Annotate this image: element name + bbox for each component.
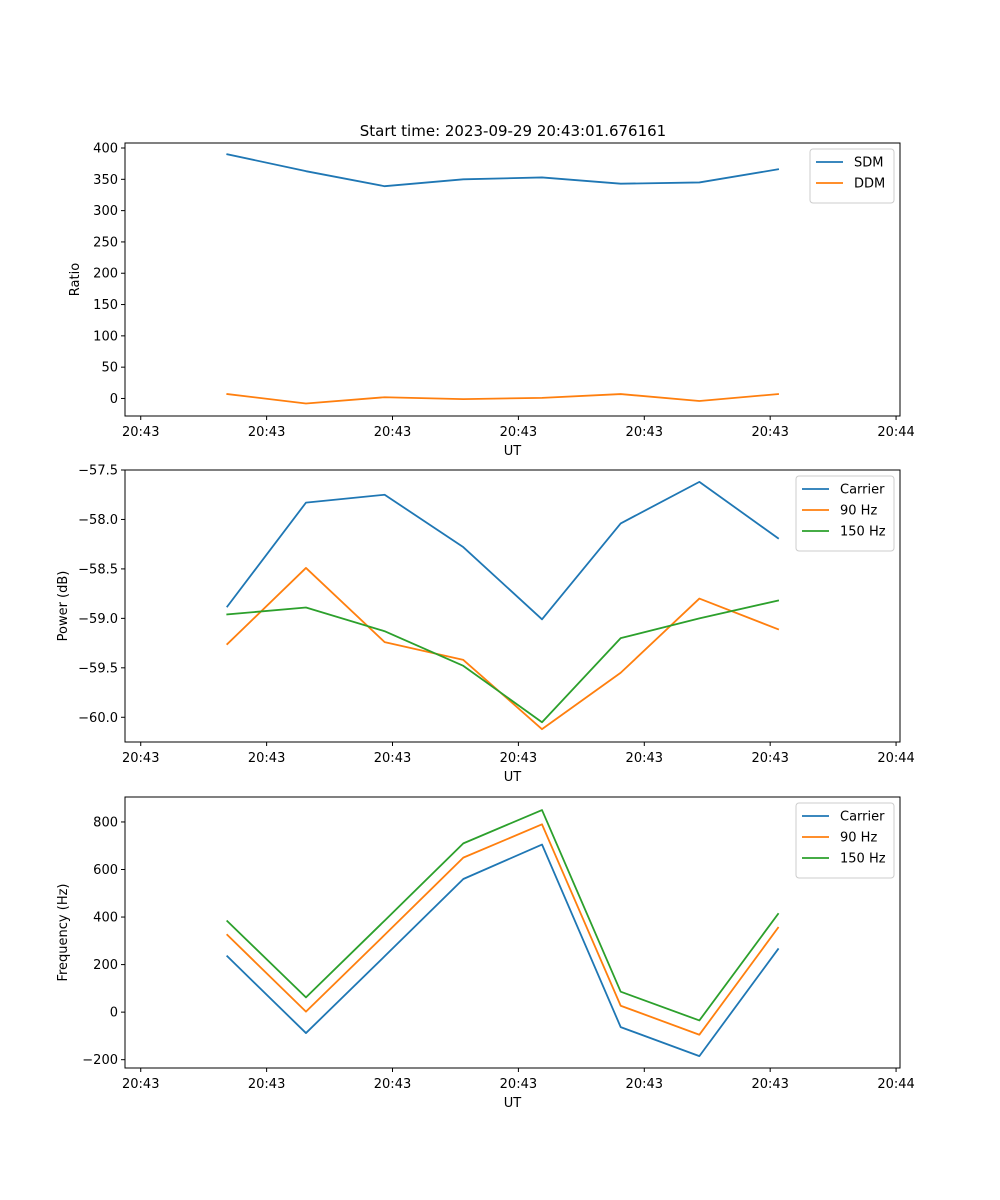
legend-label-carrier: Carrier	[840, 810, 885, 825]
legend-label-ddm: DDM	[854, 177, 885, 192]
legend-label-150-hz: 150 Hz	[840, 852, 886, 867]
y-tick-label: 800	[93, 815, 118, 830]
x-tick-label: 20:44	[877, 751, 914, 766]
y-tick-label: 350	[93, 173, 118, 188]
ratio-legend: SDM DDM	[809, 148, 895, 204]
series-line-carrier	[226, 480, 780, 621]
x-tick-label: 20:43	[751, 425, 788, 440]
legend-label-90-hz: 90 Hz	[840, 504, 877, 519]
x-tick-label: 20:43	[500, 425, 537, 440]
y-tick-label: 150	[93, 298, 118, 313]
x-tick-label: 20:43	[500, 1077, 537, 1092]
power-axes-frame	[124, 469, 901, 743]
y-tick-label: 100	[93, 329, 118, 344]
x-tick-label: 20:43	[626, 751, 663, 766]
x-tick-label: 20:43	[374, 425, 411, 440]
y-tick-label: 50	[101, 361, 118, 376]
x-tick-label: 20:43	[751, 751, 788, 766]
series-line-90-hz	[226, 567, 780, 731]
frequency-axes-frame	[124, 796, 901, 1069]
legend-frame	[795, 475, 895, 552]
x-axis-label: UT	[504, 444, 522, 459]
y-tick-label: 0	[110, 392, 118, 407]
legend-label-sdm: SDM	[854, 156, 883, 171]
y-axis-label: Ratio	[68, 263, 83, 296]
y-tick-label: 300	[93, 204, 118, 219]
legend-frame	[795, 802, 895, 879]
series-line-carrier	[226, 843, 780, 1058]
power-legend: Carrier 90 Hz 150 Hz	[795, 475, 895, 552]
x-axis-label: UT	[504, 770, 522, 785]
x-tick-label: 20:43	[626, 425, 663, 440]
y-tick-label: 250	[93, 235, 118, 250]
series-line-ddm	[226, 393, 780, 405]
y-tick-label: 400	[93, 911, 118, 926]
series-line-150-hz	[226, 809, 780, 1022]
frequency-subplot: −200 0 200 400 600 800 20:43 20:43 20:43 20:43 20:…	[56, 796, 915, 1111]
x-tick-label: 20:43	[122, 425, 159, 440]
legend-label-carrier: Carrier	[840, 483, 885, 498]
x-tick-label: 20:43	[626, 1077, 663, 1092]
y-tick-label: 600	[93, 863, 118, 878]
series-line-sdm	[226, 153, 780, 188]
legend-label-90-hz: 90 Hz	[840, 831, 877, 846]
series-line-90-hz	[226, 823, 780, 1036]
y-tick-label: −58.5	[78, 562, 118, 577]
x-tick-label: 20:44	[877, 425, 914, 440]
figure-title: Start time: 2023-09-29 20:43:01.676161	[360, 122, 666, 140]
x-axis-label: UT	[504, 1096, 522, 1111]
y-tick-label: −200	[82, 1053, 118, 1068]
x-tick-label: 20:43	[248, 1077, 285, 1092]
ratio-axes-frame	[124, 142, 901, 417]
y-axis-label: Frequency (Hz)	[56, 883, 71, 981]
y-tick-label: 200	[93, 958, 118, 973]
y-tick-label: 400	[93, 142, 118, 157]
y-tick-label: −60.0	[78, 711, 118, 726]
ratio-subplot: 0 50 100 150 200 250 300 350 400 20:43 20:43 20:43 2…	[68, 142, 915, 459]
y-tick-label: −59.0	[78, 612, 118, 627]
x-tick-label: 20:44	[877, 1077, 914, 1092]
x-tick-label: 20:43	[248, 425, 285, 440]
y-tick-label: −58.0	[78, 513, 118, 528]
x-tick-label: 20:43	[248, 751, 285, 766]
y-axis-label: Power (dB)	[56, 571, 71, 642]
x-tick-label: 20:43	[122, 1077, 159, 1092]
y-tick-label: 200	[93, 267, 118, 282]
x-tick-label: 20:43	[374, 1077, 411, 1092]
x-tick-label: 20:43	[500, 751, 537, 766]
frequency-legend: Carrier 90 Hz 150 Hz	[795, 802, 895, 879]
x-tick-label: 20:43	[122, 751, 159, 766]
legend-label-150-hz: 150 Hz	[840, 525, 886, 540]
y-tick-label: −57.5	[78, 464, 118, 479]
x-tick-label: 20:43	[374, 751, 411, 766]
y-tick-label: 0	[110, 1006, 118, 1021]
power-subplot: −60.0 −59.5 −59.0 −58.5 −58.0 −57.5 20:43 20:43…	[56, 464, 915, 786]
series-line-150-hz	[226, 599, 780, 724]
x-tick-label: 20:43	[751, 1077, 788, 1092]
y-tick-label: −59.5	[78, 661, 118, 676]
